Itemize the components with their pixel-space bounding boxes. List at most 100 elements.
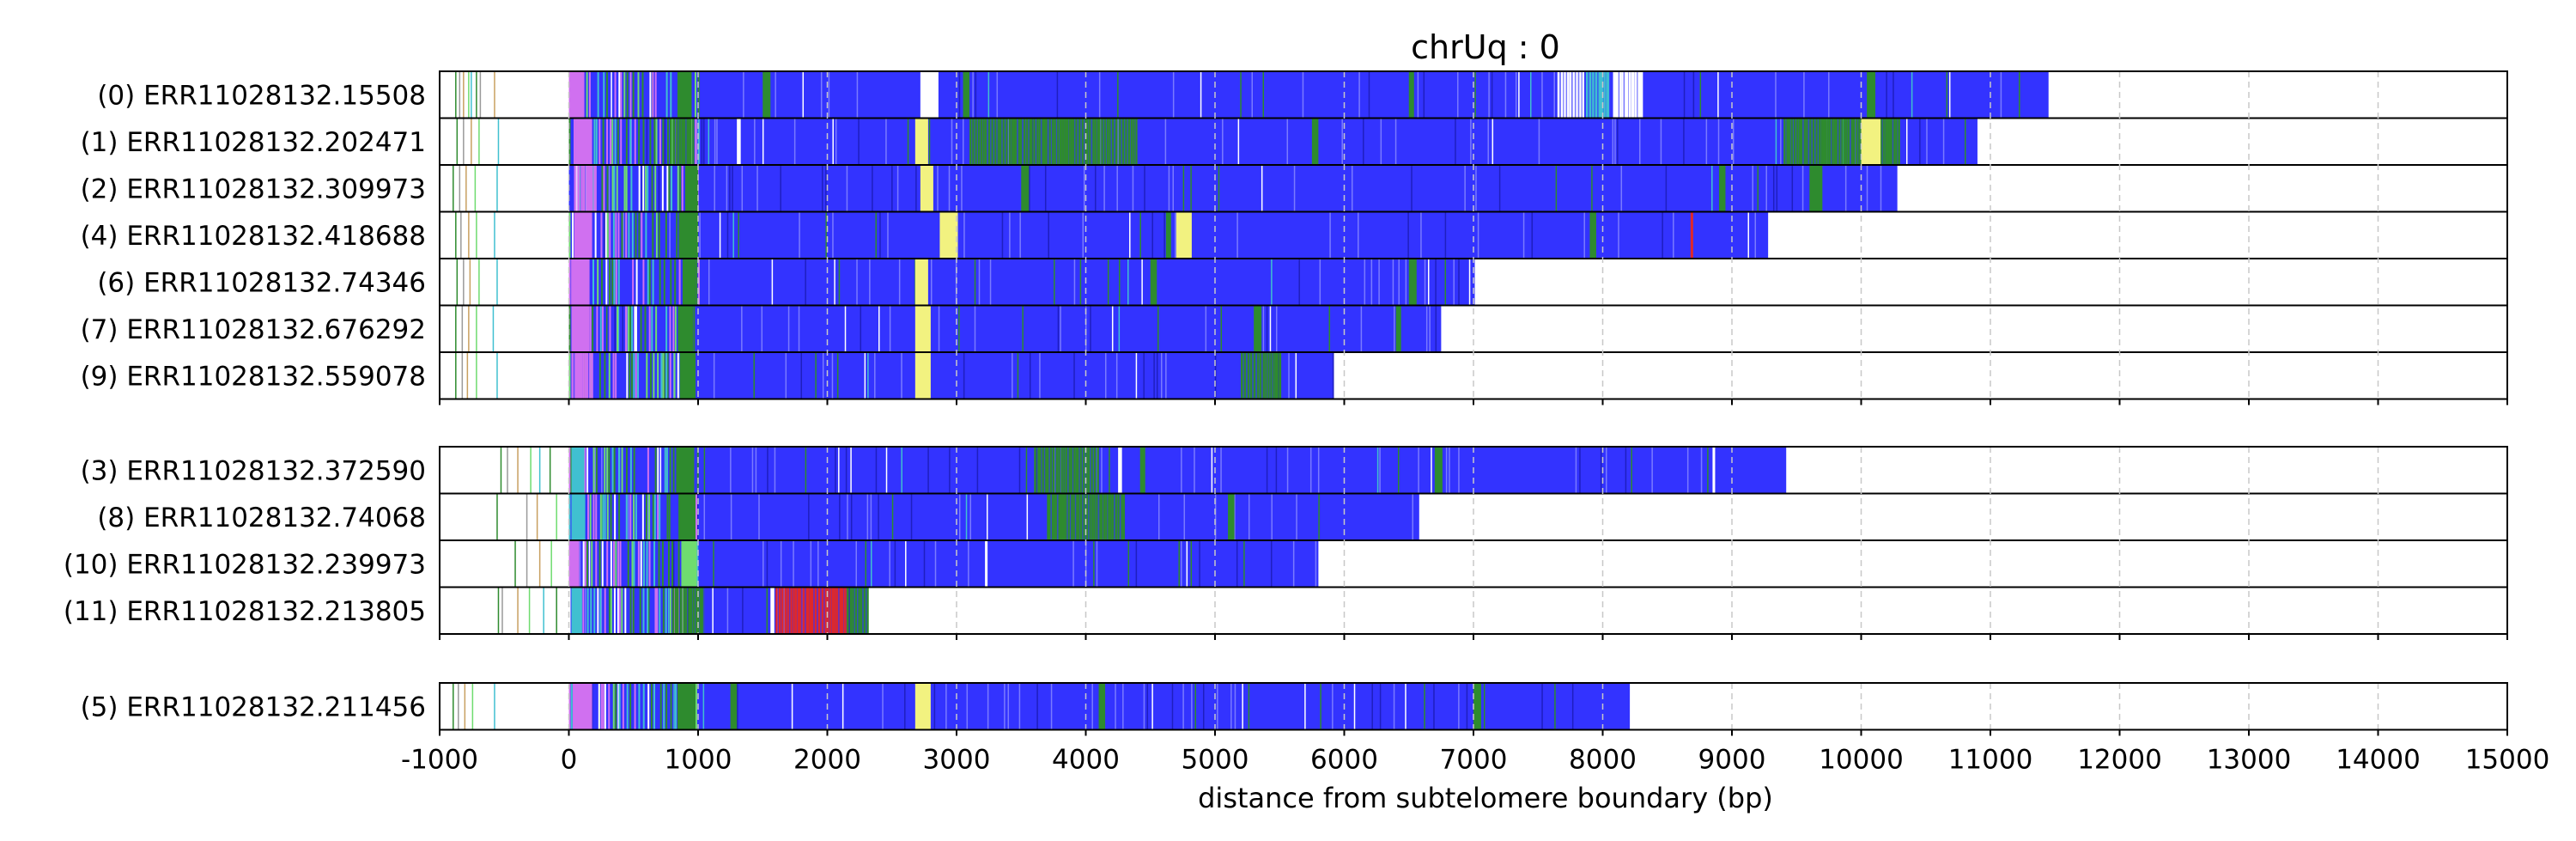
read-feature-line <box>606 540 609 588</box>
read-feature <box>689 118 692 165</box>
read-feature <box>787 587 789 634</box>
read-label: (11) ERR11028132.213805 <box>64 596 426 627</box>
read-feature <box>1803 118 1806 165</box>
read-feature <box>1086 118 1089 165</box>
read-feature <box>1024 118 1026 165</box>
read-feature-line <box>667 587 670 634</box>
read-feature <box>1125 118 1127 165</box>
read-feature-line <box>1309 447 1312 494</box>
read-feature-line <box>1271 259 1273 306</box>
read-feature-line <box>618 447 621 494</box>
read-feature-line <box>600 259 603 306</box>
read-feature-line <box>1295 352 1297 399</box>
read-feature-line <box>599 493 602 540</box>
read-feature-line <box>1412 493 1414 540</box>
read-feature-line <box>1491 71 1493 119</box>
read-feature-line <box>678 259 681 306</box>
x-tick-label: 6000 <box>1310 745 1378 776</box>
read-feature-line <box>598 118 601 165</box>
read-feature-line <box>665 305 668 352</box>
read-feature-line <box>1001 211 1004 259</box>
read-feature-line <box>1144 165 1145 212</box>
read-feature <box>1045 118 1048 165</box>
read-feature <box>1788 118 1790 165</box>
read-feature-line <box>1638 118 1641 165</box>
read-feature-line <box>879 211 881 259</box>
read-feature-line <box>629 587 632 634</box>
read-feature-line <box>1269 305 1272 352</box>
read-feature-line <box>594 165 597 212</box>
read-feature <box>1076 493 1078 540</box>
read-feature-line <box>945 683 947 730</box>
read-feature-line <box>659 587 661 634</box>
read-feature-line <box>1418 447 1419 494</box>
read-feature-line <box>756 165 758 212</box>
read-feature <box>1820 118 1823 165</box>
read-feature <box>821 587 824 634</box>
read-feature-line <box>1103 165 1105 212</box>
read-feature <box>591 165 593 212</box>
read-feature <box>810 587 812 634</box>
read-feature-line <box>1079 259 1082 306</box>
read-feature-line <box>666 165 669 212</box>
read-feature-line <box>1072 540 1074 588</box>
read-feature-line <box>672 305 675 352</box>
read-feature <box>805 587 808 634</box>
read-feature <box>571 587 582 634</box>
read-feature-line <box>601 305 604 352</box>
read-feature <box>1607 71 1610 119</box>
read-feature-line <box>835 447 836 494</box>
read-feature-line <box>600 683 603 730</box>
read-feature <box>1075 118 1078 165</box>
read-feature-line <box>1425 305 1428 352</box>
read-feature-line <box>663 683 665 730</box>
read-feature-line <box>1775 118 1777 165</box>
read-feature-line <box>858 118 860 165</box>
read-feature <box>1815 118 1818 165</box>
read-feature-line <box>703 493 706 540</box>
read-feature <box>580 352 583 399</box>
read-feature <box>994 118 997 165</box>
read-feature <box>1257 352 1260 399</box>
read-pre-line <box>517 447 519 494</box>
read-feature-line <box>845 447 848 494</box>
read-feature-line <box>1605 447 1607 494</box>
read-bar <box>568 118 1978 165</box>
read-feature-line <box>687 587 690 634</box>
read-feature-line <box>1757 165 1759 212</box>
read-pre-line <box>501 587 503 634</box>
read-feature-line <box>647 493 649 540</box>
read-feature <box>1712 447 1716 494</box>
read-feature-line <box>1153 352 1155 399</box>
read-feature-line <box>651 305 653 352</box>
read-feature-line <box>1444 259 1447 306</box>
read-feature-line <box>703 447 706 494</box>
read-feature-line <box>793 540 794 588</box>
read-feature-line <box>665 211 667 259</box>
read-feature <box>1576 71 1578 119</box>
read-feature-line <box>654 165 657 212</box>
read-pre-line <box>536 493 538 540</box>
read-feature-line <box>1019 211 1021 259</box>
read-feature-line <box>697 259 700 306</box>
read-feature-line <box>638 118 641 165</box>
read-feature <box>854 587 857 634</box>
read-feature-line <box>1237 118 1240 165</box>
read-feature-line <box>1236 211 1238 259</box>
read-feature-line <box>673 587 676 634</box>
read-feature-line <box>640 305 642 352</box>
x-tick-label: 15000 <box>2465 745 2550 776</box>
read-feature-line <box>606 211 609 259</box>
read-label: (9) ERR11028132.559078 <box>81 361 426 392</box>
read-feature <box>574 352 577 399</box>
read-feature-line <box>642 118 645 165</box>
read-feature <box>1850 118 1853 165</box>
read-feature <box>920 165 933 212</box>
read-feature-line <box>653 352 655 399</box>
read-feature-line <box>891 165 893 212</box>
read-feature-line <box>669 587 671 634</box>
read-feature-line <box>1009 211 1011 259</box>
read-pre-line <box>465 165 467 212</box>
read-feature <box>1091 447 1093 494</box>
x-tick-label: 12000 <box>2077 745 2162 776</box>
